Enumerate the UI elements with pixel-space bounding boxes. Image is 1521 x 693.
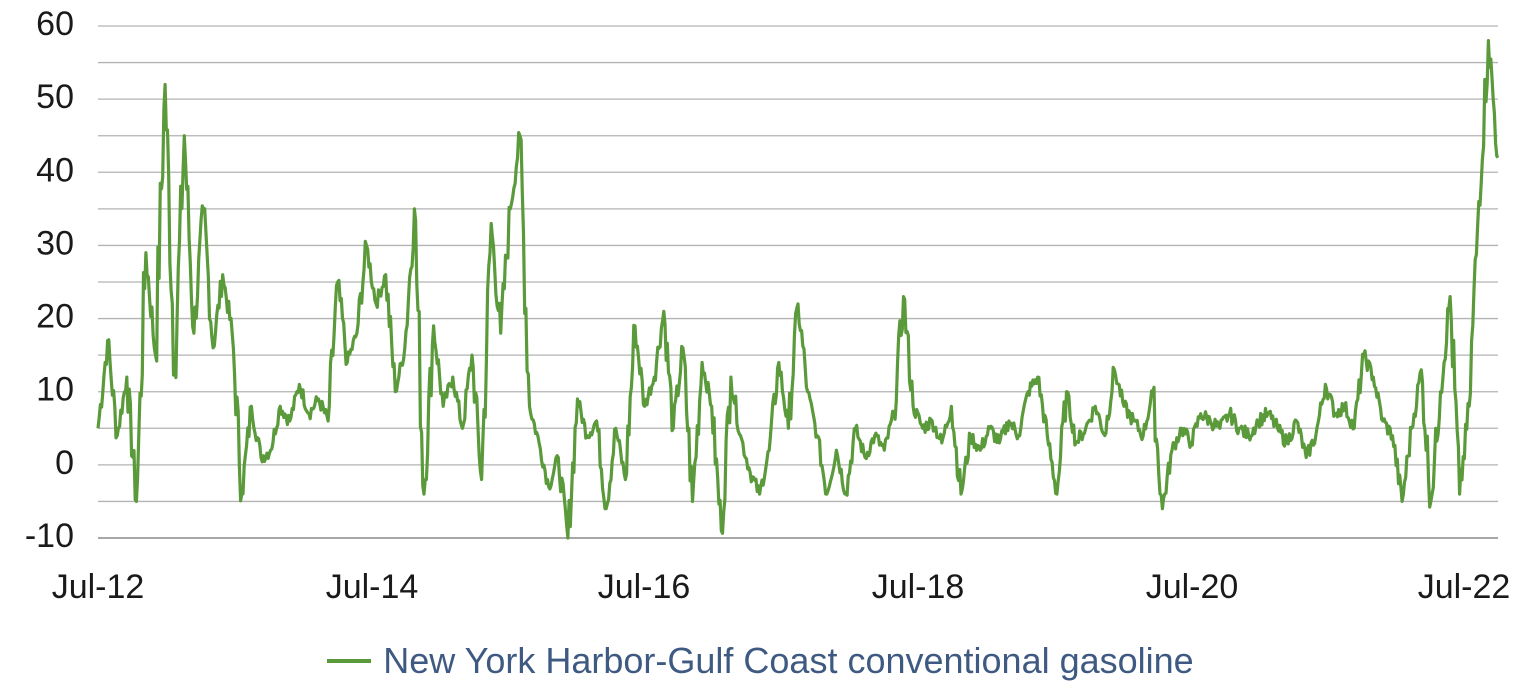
x-tick-label: Jul-22 (1418, 568, 1511, 606)
series-group (96, 39, 1500, 540)
gridlines (98, 25, 1498, 539)
y-tick-label: 10 (36, 371, 74, 409)
y-tick-label: 0 (55, 444, 74, 482)
legend-label: New York Harbor-Gulf Coast conventional … (383, 640, 1194, 681)
x-tick-label: Jul-14 (326, 568, 419, 606)
x-tick-label: Jul-18 (872, 568, 965, 606)
y-axis: -10 0 10 20 30 40 50 60 (25, 5, 74, 555)
x-tick-label: Jul-12 (52, 568, 145, 606)
legend-swatch (327, 659, 372, 664)
x-tick-label: Jul-16 (598, 568, 691, 606)
y-tick-label: -10 (25, 517, 74, 555)
y-tick-label: 40 (36, 151, 74, 189)
legend: New York Harbor-Gulf Coast conventional … (0, 640, 1521, 682)
y-tick-label: 30 (36, 224, 74, 262)
y-tick-label: 60 (36, 5, 74, 43)
y-tick-label: 50 (36, 78, 74, 116)
y-tick-label: 20 (36, 298, 74, 336)
series-line-ny-harbor-gulf-coast (96, 39, 1500, 540)
x-tick-label: Jul-20 (1146, 568, 1239, 606)
x-axis: Jul-12 Jul-14 Jul-16 Jul-18 Jul-20 Jul-22 (52, 568, 1511, 606)
